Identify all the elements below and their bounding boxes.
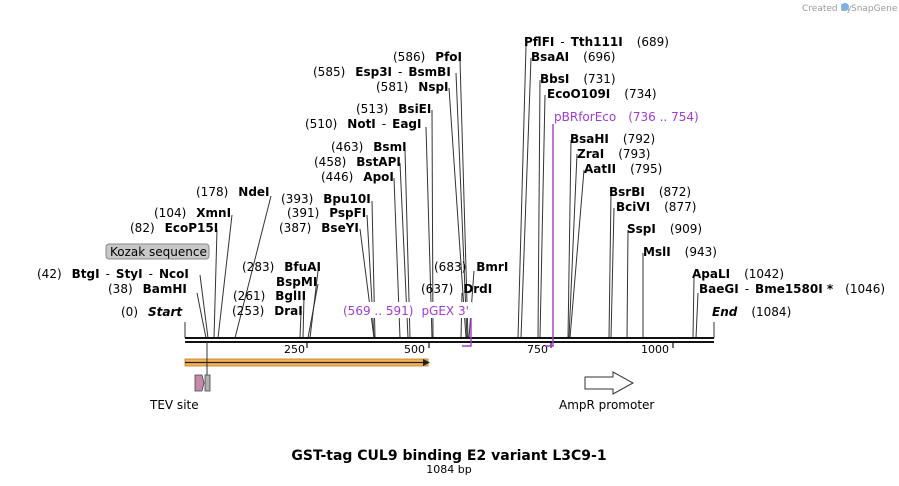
- site-label[interactable]: (513) BsiEI: [356, 102, 431, 116]
- site-label[interactable]: BspMI: [276, 275, 317, 289]
- site-label[interactable]: AatII (795): [584, 162, 662, 176]
- kozak-feature[interactable]: Kozak sequence: [105, 243, 210, 260]
- site-label[interactable]: (391) PspFI: [287, 206, 366, 220]
- site-label[interactable]: (683) BmrI: [434, 260, 508, 274]
- map-length: 1084 bp: [426, 463, 471, 476]
- site-label[interactable]: (387) BseYI: [279, 221, 359, 235]
- primer-pgex3-label: (569 .. 591) pGEX 3': [343, 304, 469, 318]
- site-label[interactable]: ZraI (793): [577, 147, 650, 161]
- tick-label: 250: [284, 343, 305, 356]
- tev-site-label: TEV site: [149, 398, 199, 412]
- tev-site-feature[interactable]: TEV site: [149, 374, 211, 412]
- site-label[interactable]: (585) Esp3I - BsmBI: [313, 65, 451, 79]
- primer-pbrforeco-arrow: [545, 124, 554, 347]
- sequence-backbone: [185, 337, 714, 343]
- orf-feature[interactable]: [184, 358, 430, 367]
- kozak-label: Kozak sequence: [110, 245, 207, 259]
- site-label[interactable]: (104) XmnI: [154, 206, 231, 220]
- ampr-promoter-label: AmpR promoter: [559, 398, 654, 412]
- site-label[interactable]: (458) BstAPI: [314, 155, 401, 169]
- ampr-promoter-feature[interactable]: AmpR promoter: [559, 371, 654, 412]
- site-label[interactable]: (38) BamHI: [108, 282, 187, 296]
- site-label[interactable]: (510) NotI - EagI: [305, 117, 421, 131]
- site-label[interactable]: (586) PfoI: [393, 50, 462, 64]
- site-label[interactable]: BsaAI (696): [531, 50, 615, 64]
- site-label[interactable]: EcoO109I (734): [547, 87, 657, 101]
- site-label[interactable]: SspI (909): [627, 222, 702, 236]
- end-label: End (1084): [712, 305, 791, 319]
- tick-label: 750: [527, 343, 548, 356]
- credit-text: Created by: [802, 4, 852, 14]
- site-label[interactable]: (261) BglII: [233, 289, 306, 303]
- primer-pgex3[interactable]: (569 .. 591) pGEX 3': [339, 302, 472, 347]
- site-label[interactable]: (463) BsmI: [331, 140, 407, 154]
- site-label[interactable]: BsaHI (792): [570, 132, 655, 146]
- site-label[interactable]: (581) NspI: [376, 80, 449, 94]
- primer-pgex3-arrow: [462, 318, 472, 347]
- site-label[interactable]: MslI (943): [643, 245, 717, 259]
- site-label[interactable]: BciVI (877): [616, 200, 696, 214]
- site-label[interactable]: BsrBI (872): [609, 185, 691, 199]
- primer-pbrforeco-label[interactable]: pBRforEco (736 .. 754): [554, 110, 699, 124]
- start-label: (0) Start: [121, 305, 183, 319]
- site-label[interactable]: PflFI - Tth111I (689): [524, 35, 669, 49]
- tick-label: 1000: [641, 343, 669, 356]
- site-label[interactable]: BaeGI - Bme1580I * (1046): [699, 282, 885, 296]
- site-label[interactable]: ApaLI (1042): [692, 267, 784, 281]
- site-label[interactable]: BbsI (731): [540, 72, 616, 86]
- site-label[interactable]: (42) BtgI - StyI - NcoI: [37, 267, 189, 281]
- site-label[interactable]: (283) BfuAI: [242, 260, 321, 274]
- map-title: GST-tag CUL9 binding E2 variant L3C9-1: [291, 448, 606, 464]
- tick-label: 500: [404, 343, 425, 356]
- site-label[interactable]: (82) EcoP15I: [130, 221, 218, 235]
- site-label[interactable]: (178) NdeI: [196, 185, 270, 199]
- site-label[interactable]: (253) DraI: [232, 304, 303, 318]
- site-label[interactable]: (637) DrdI: [421, 282, 492, 296]
- site-label[interactable]: (393) Bpu10I: [281, 192, 371, 206]
- ruler-ticks: [306, 342, 674, 348]
- snapgene-logo-icon: [841, 3, 849, 11]
- snapgene-brand: SnapGene: [851, 4, 898, 14]
- site-label[interactable]: (446) ApoI: [321, 170, 394, 184]
